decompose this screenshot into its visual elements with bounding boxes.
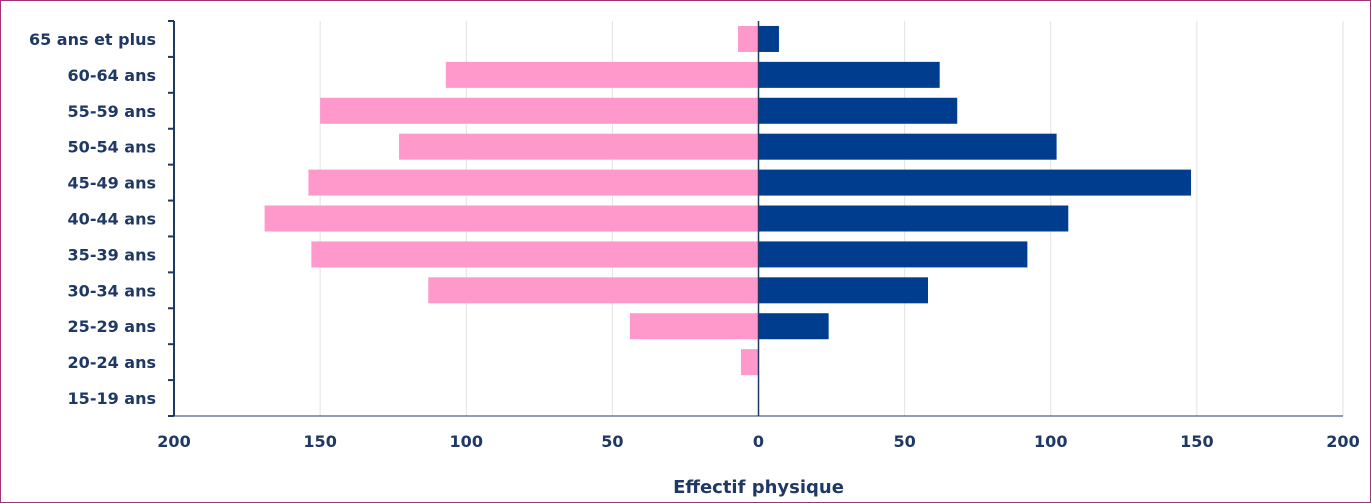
y-tick-label: 60-64 ans (68, 66, 156, 85)
bar-left (320, 97, 759, 124)
bar-left (738, 25, 759, 52)
x-tick-label: 150 (303, 432, 336, 451)
bar-left (264, 205, 759, 232)
bar-left (740, 349, 759, 376)
x-tick-label: 150 (1180, 432, 1213, 451)
bar-right (758, 25, 779, 52)
y-tick-label: 45-49 ans (68, 174, 156, 193)
y-tick-label: 25-29 ans (68, 317, 156, 336)
bar-right (758, 169, 1192, 196)
bar-left (445, 61, 759, 88)
x-tick-label: 100 (450, 432, 483, 451)
x-tick-label: 200 (1326, 432, 1359, 451)
x-tick-label: 50 (601, 432, 623, 451)
y-tick-label: 65 ans et plus (29, 30, 156, 49)
x-tick-label: 50 (893, 432, 915, 451)
x-axis-title: Effectif physique (673, 477, 844, 498)
bar-right (758, 133, 1057, 160)
bar-left (311, 241, 759, 268)
y-tick-label: 55-59 ans (68, 102, 156, 121)
y-tick-label: 20-24 ans (68, 353, 156, 372)
bar-left (308, 169, 759, 196)
bar-right (758, 277, 929, 304)
bar-right (758, 313, 829, 340)
bar-right (758, 97, 958, 124)
bar-right (758, 61, 940, 88)
bar-right (758, 241, 1028, 268)
y-tick-label: 35-39 ans (68, 245, 156, 264)
y-tick-label: 15-19 ans (68, 389, 156, 408)
bar-left (428, 277, 759, 304)
bar-left (629, 313, 759, 340)
x-tick-label: 0 (753, 432, 764, 451)
x-tick-label: 200 (157, 432, 190, 451)
x-tick-label: 100 (1034, 432, 1067, 451)
y-tick-label: 40-44 ans (68, 210, 156, 229)
y-tick-label: 50-54 ans (68, 138, 156, 157)
bar-left (399, 133, 759, 160)
y-tick-label: 30-34 ans (68, 281, 156, 300)
bar-right (758, 205, 1069, 232)
